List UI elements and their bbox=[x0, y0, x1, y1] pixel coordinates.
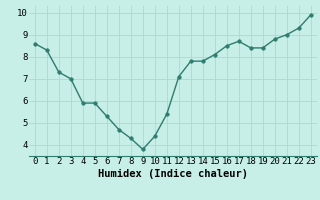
X-axis label: Humidex (Indice chaleur): Humidex (Indice chaleur) bbox=[98, 169, 248, 179]
